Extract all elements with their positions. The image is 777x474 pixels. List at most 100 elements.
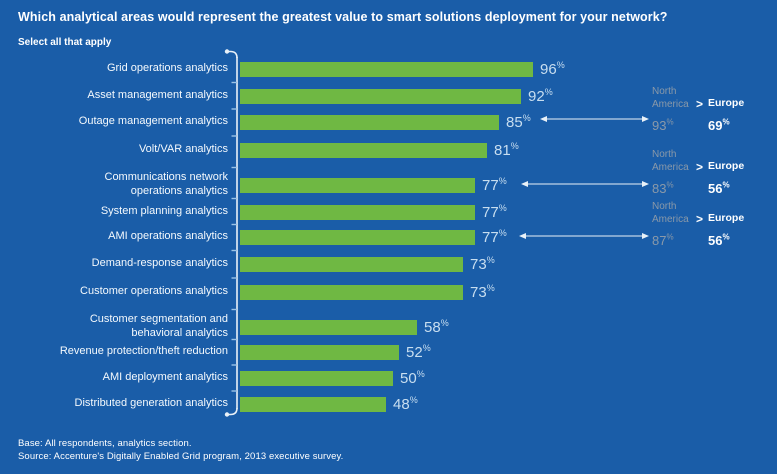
greater-than-symbol: > <box>696 96 704 111</box>
category-label: Outage management analytics <box>78 115 228 128</box>
percent-sign: % <box>666 117 674 127</box>
bar <box>240 256 463 272</box>
region-a-value: 87% <box>652 232 674 248</box>
percent-value: 58% <box>424 317 449 336</box>
percent-sign: % <box>556 59 565 70</box>
percent-value: 77% <box>482 227 507 246</box>
comparison-annotation: North America > Europe 83% 56% <box>652 148 762 196</box>
region-a-value: 83% <box>652 180 674 196</box>
percent-sign: % <box>498 175 507 186</box>
percent-value: 92% <box>528 86 553 105</box>
percent-value: 77% <box>482 202 507 221</box>
bar-row: Grid operations analytics 96% <box>0 54 777 84</box>
bar-row: Customer operations analytics 73% <box>0 277 777 307</box>
category-label: Customer operations analytics <box>80 285 228 298</box>
percent-sign: % <box>510 140 519 151</box>
region-b-label: Europe <box>708 212 745 225</box>
category-label: System planning analytics <box>100 205 228 218</box>
bar <box>240 177 475 193</box>
footer-source-note: Source: Accenture's Digitally Enabled Gr… <box>18 451 344 462</box>
bar-row: Distributed generation analytics 48% <box>0 389 777 419</box>
region-a-value: 93% <box>652 117 674 133</box>
chart-subtitle: Select all that apply <box>18 37 112 48</box>
percent-sign: % <box>498 227 507 238</box>
percent-sign: % <box>486 254 495 265</box>
region-b-label: Europe <box>708 97 745 110</box>
bar-row: Customer segmentation and behavioral ana… <box>0 312 777 342</box>
percent-sign: % <box>486 282 495 293</box>
bar <box>240 204 475 220</box>
bar-row: AMI operations analytics 77% <box>0 222 777 252</box>
bar <box>240 396 386 412</box>
percent-value: 48% <box>393 394 418 413</box>
bar-row: Demand-response analytics 73% <box>0 249 777 279</box>
percent-sign: % <box>544 86 553 97</box>
bar <box>240 319 417 335</box>
footer-base-note: Base: All respondents, analytics section… <box>18 438 192 449</box>
percent-sign: % <box>422 342 431 353</box>
greater-than-symbol: > <box>696 211 704 226</box>
region-a-label: North America <box>652 149 689 173</box>
bar <box>240 284 463 300</box>
percent-sign: % <box>722 180 730 190</box>
region-b-value: 56% <box>708 232 730 248</box>
bar <box>240 229 475 245</box>
category-label: Demand-response analytics <box>91 257 228 270</box>
bar-row: Volt/VAR analytics 81% <box>0 135 777 165</box>
bar <box>240 61 533 77</box>
region-b-value: 69% <box>708 117 730 133</box>
percent-sign: % <box>498 202 507 213</box>
comparison-annotation: North America > Europe 87% 56% <box>652 200 762 248</box>
bar <box>240 88 521 104</box>
category-label: Revenue protection/theft reduction <box>59 345 228 358</box>
percent-sign: % <box>440 317 449 328</box>
percent-sign: % <box>722 117 730 127</box>
bar-row: Outage management analytics 85% <box>0 107 777 137</box>
bar-row: AMI deployment analytics 50% <box>0 363 777 393</box>
category-label: AMI operations analytics <box>108 230 228 243</box>
bar-row: Asset management analytics 92% <box>0 81 777 111</box>
category-label: Volt/VAR analytics <box>138 143 228 156</box>
bar <box>240 344 399 360</box>
percent-sign: % <box>522 112 531 123</box>
percent-value: 77% <box>482 175 507 194</box>
percent-value: 73% <box>470 282 495 301</box>
percent-value: 81% <box>494 140 519 159</box>
bar <box>240 370 393 386</box>
percent-sign: % <box>722 232 730 242</box>
percent-sign: % <box>409 394 418 405</box>
region-a-label: North America <box>652 86 689 110</box>
percent-sign: % <box>666 232 674 242</box>
bar-row: Communications network operations analyt… <box>0 170 777 200</box>
percent-value: 85% <box>506 112 531 131</box>
percent-sign: % <box>416 368 425 379</box>
bar <box>240 114 499 130</box>
category-label: Asset management analytics <box>87 89 228 102</box>
comparison-header: North America > Europe <box>652 85 762 111</box>
comparison-header: North America > Europe <box>652 200 762 226</box>
category-label: Grid operations analytics <box>106 62 228 75</box>
greater-than-symbol: > <box>696 159 704 174</box>
bar-row: Revenue protection/theft reduction 52% <box>0 337 777 367</box>
percent-value: 50% <box>400 368 425 387</box>
comparison-values: 93% 69% <box>652 118 762 133</box>
bar <box>240 142 487 158</box>
category-label: Communications network operations analyt… <box>104 171 229 197</box>
comparison-header: North America > Europe <box>652 148 762 174</box>
category-label: Distributed generation analytics <box>74 397 228 410</box>
category-label: AMI deployment analytics <box>102 371 228 384</box>
percent-value: 96% <box>540 59 565 78</box>
percent-sign: % <box>666 180 674 190</box>
bar-row: System planning analytics 77% <box>0 197 777 227</box>
category-label: Customer segmentation and behavioral ana… <box>89 313 228 339</box>
comparison-annotation: North America > Europe 93% 69% <box>652 85 762 133</box>
percent-value: 52% <box>406 342 431 361</box>
region-b-value: 56% <box>708 180 730 196</box>
percent-value: 73% <box>470 254 495 273</box>
comparison-values: 87% 56% <box>652 233 762 248</box>
chart-title: Which analytical areas would represent t… <box>18 10 668 24</box>
region-a-label: North America <box>652 201 689 225</box>
region-b-label: Europe <box>708 160 745 173</box>
comparison-values: 83% 56% <box>652 181 762 196</box>
